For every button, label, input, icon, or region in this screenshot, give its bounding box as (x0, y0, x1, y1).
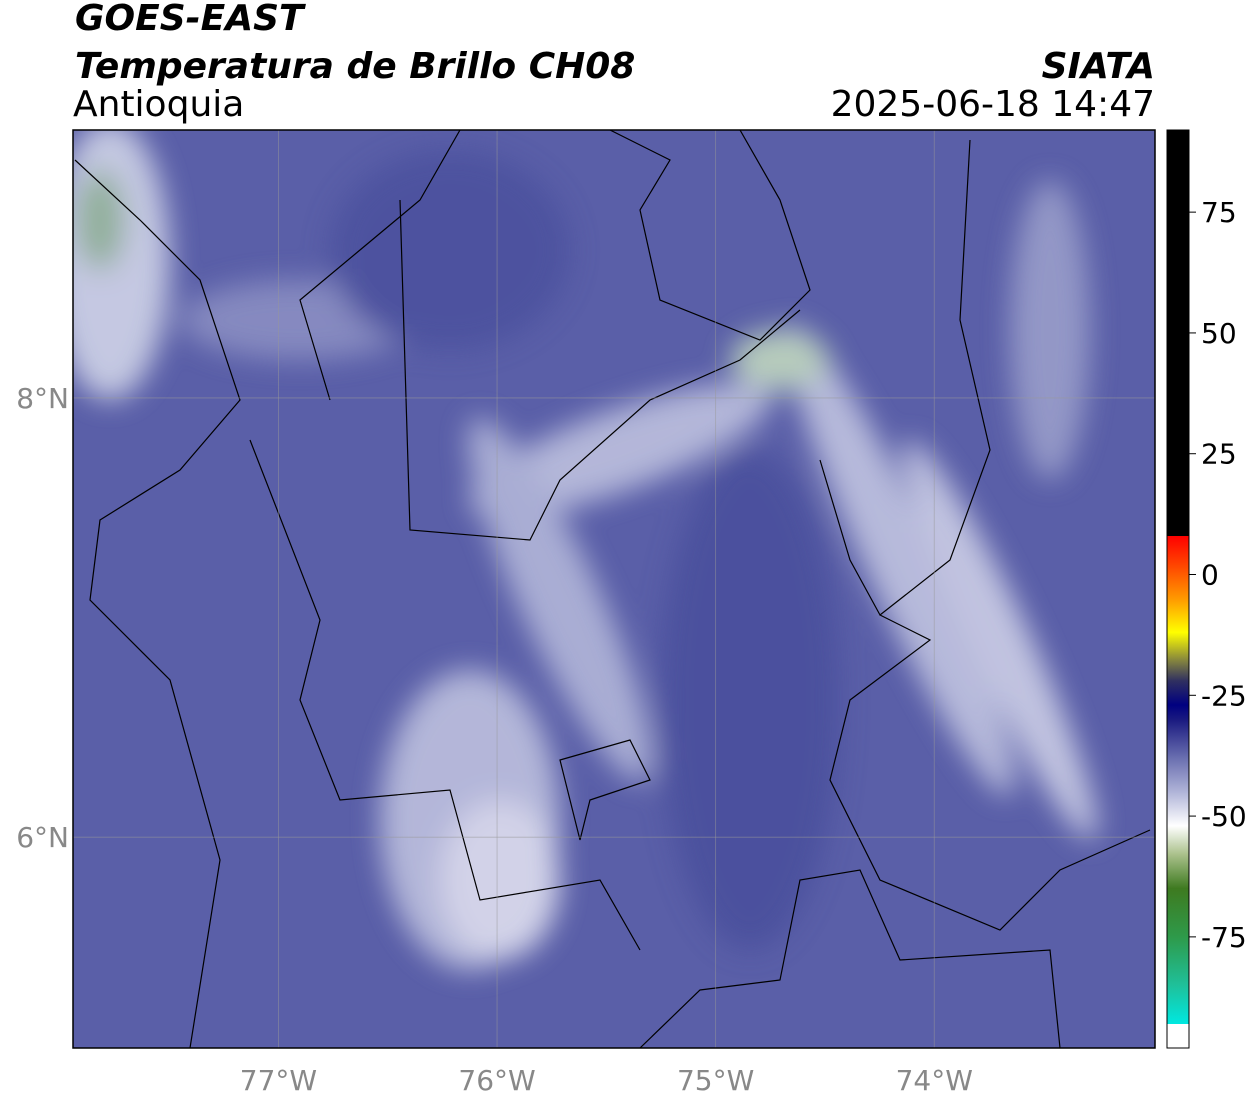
satellite-image (73, 130, 1155, 1048)
colorbar-tick-label: -50 (1201, 800, 1247, 833)
map-frame (72, 129, 1156, 1049)
colorbar-tick-label: 0 (1201, 559, 1219, 592)
region: Antioquia (73, 84, 244, 125)
lon-tick-label: 75°W (677, 1064, 754, 1097)
colorbar-tick-label: -75 (1201, 921, 1247, 954)
lat-tick-label: 6°N (16, 821, 69, 854)
datetime: 2025-06-18 14:47 (831, 84, 1155, 125)
lon-tick-label: 74°W (896, 1064, 973, 1097)
colorbar-tick-label: 50 (1201, 317, 1237, 350)
lat-tick-label: 8°N (16, 382, 69, 415)
title: GOES-EAST (75, 0, 306, 39)
colorbar-tick-label: 25 (1201, 438, 1237, 471)
subtitle: Temperatura de Brillo CH08 (75, 46, 635, 87)
grid (73, 130, 1155, 1048)
colorbar (1166, 129, 1190, 1049)
colorbar-tick-label: -25 (1201, 679, 1247, 712)
lon-tick-label: 77°W (240, 1064, 317, 1097)
source: SIATA (1042, 46, 1155, 87)
colorbar-tick-label: 75 (1201, 196, 1237, 229)
lon-tick-label: 76°W (458, 1064, 535, 1097)
